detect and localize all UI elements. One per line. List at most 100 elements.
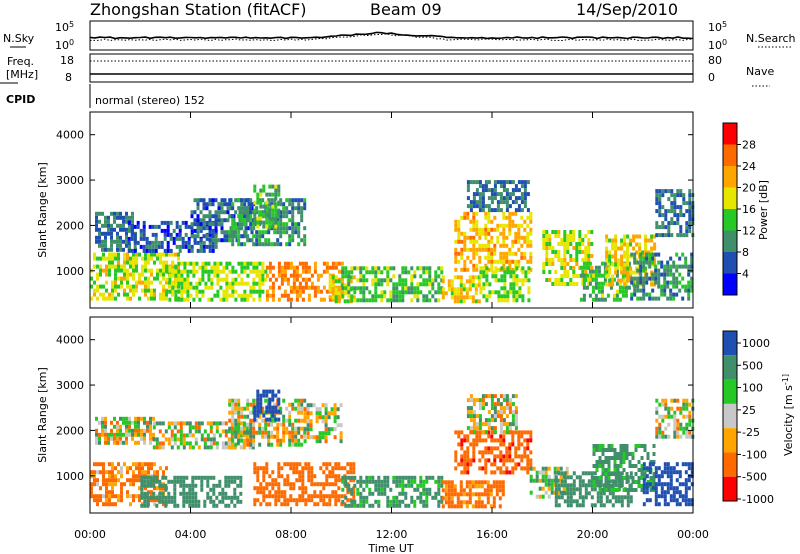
power-cell: [205, 202, 209, 207]
velocity-cell: [185, 491, 189, 496]
velocity-cell: [628, 488, 632, 492]
velocity-cell: [664, 434, 668, 439]
velocity-cell: [437, 487, 441, 492]
power-cell: [271, 281, 275, 286]
velocity-y-tick-label: 3000: [56, 379, 84, 392]
velocity-cell: [471, 492, 475, 497]
power-cell: [644, 270, 648, 275]
power-cell: [267, 206, 271, 211]
power-cell: [669, 272, 673, 277]
power-cell: [359, 274, 363, 279]
power-cell: [560, 278, 564, 282]
velocity-cell: [300, 402, 304, 407]
power-cell: [130, 228, 134, 233]
power-cell: [228, 234, 232, 239]
velocity-cell: [203, 503, 207, 508]
power-cell: [145, 244, 149, 249]
power-cell: [247, 226, 251, 231]
velocity-cell: [640, 472, 644, 476]
power-cell: [297, 226, 301, 231]
velocity-cell: [619, 484, 623, 488]
velocity-cell: [645, 490, 649, 495]
power-cell: [471, 283, 475, 288]
power-cell: [223, 230, 227, 235]
velocity-cell: [628, 452, 632, 456]
velocity-cell: [645, 498, 649, 503]
power-cell: [295, 285, 299, 290]
velocity-cell: [472, 438, 476, 443]
velocity-cell: [231, 406, 235, 411]
velocity-cell: [273, 434, 277, 439]
power-cell: [386, 278, 390, 283]
velocity-cell: [637, 444, 641, 448]
power-cell: [487, 208, 491, 213]
power-cell: [154, 244, 158, 249]
velocity-cell: [498, 484, 502, 489]
power-cell: [307, 265, 311, 270]
power-cell: [304, 265, 308, 270]
velocity-cell: [131, 420, 134, 425]
velocity-cell: [246, 442, 250, 447]
power-cell: [283, 273, 287, 278]
velocity-cell: [604, 448, 608, 452]
power-cell: [685, 209, 689, 214]
power-cell: [120, 284, 123, 289]
velocity-cell: [194, 491, 198, 496]
velocity-cell: [601, 448, 605, 452]
power-cell: [268, 216, 272, 221]
power-cell: [274, 188, 278, 193]
power-cell: [512, 286, 516, 291]
power-cell: [228, 285, 232, 290]
power-cell: [147, 296, 150, 301]
power-cell: [611, 242, 615, 247]
velocity-cell: [616, 468, 620, 472]
power-cell: [116, 223, 119, 228]
velocity-cell: [140, 479, 144, 484]
power-cell: [168, 277, 172, 282]
power-cell: [157, 244, 161, 249]
power-cell: [151, 248, 155, 253]
velocity-cell: [105, 490, 108, 495]
velocity-cell: [240, 414, 244, 419]
velocity-cell: [466, 470, 470, 475]
power-cell: [225, 261, 229, 266]
velocity-cell: [646, 480, 650, 484]
power-cell: [325, 289, 329, 294]
velocity-cell: [649, 460, 653, 464]
velocity-cell: [380, 491, 384, 496]
velocity-cell: [116, 440, 119, 445]
velocity-cell: [170, 445, 174, 450]
velocity-cell: [648, 498, 652, 503]
power-cell: [679, 193, 683, 198]
power-cell: [587, 242, 591, 246]
power-cell: [285, 206, 289, 211]
velocity-cell: [592, 480, 596, 484]
velocity-cell: [566, 487, 570, 492]
power-cell: [475, 231, 479, 236]
velocity-cell: [398, 503, 402, 508]
velocity-cell: [259, 397, 263, 402]
power-cell: [639, 276, 643, 281]
velocity-cell: [616, 452, 620, 456]
power-cell: [216, 289, 220, 294]
velocity-cell: [377, 475, 381, 480]
velocity-cell: [496, 454, 500, 459]
power-cell: [195, 285, 199, 290]
power-cell: [459, 287, 463, 292]
power-cell: [413, 286, 417, 291]
velocity-cell: [227, 483, 231, 488]
velocity-cell: [572, 471, 576, 476]
velocity-cell: [319, 494, 323, 499]
power-cell: [611, 274, 615, 279]
velocity-cell: [625, 476, 629, 480]
velocity-cell: [454, 450, 458, 455]
velocity-cell: [96, 478, 99, 483]
velocity-cell: [648, 482, 652, 487]
power-cell: [687, 272, 691, 277]
power-cell: [159, 272, 162, 277]
velocity-cell: [614, 495, 618, 500]
power-cell: [600, 285, 604, 290]
power-cell: [135, 288, 138, 293]
power-cell: [261, 269, 265, 274]
velocity-cell: [410, 495, 414, 500]
